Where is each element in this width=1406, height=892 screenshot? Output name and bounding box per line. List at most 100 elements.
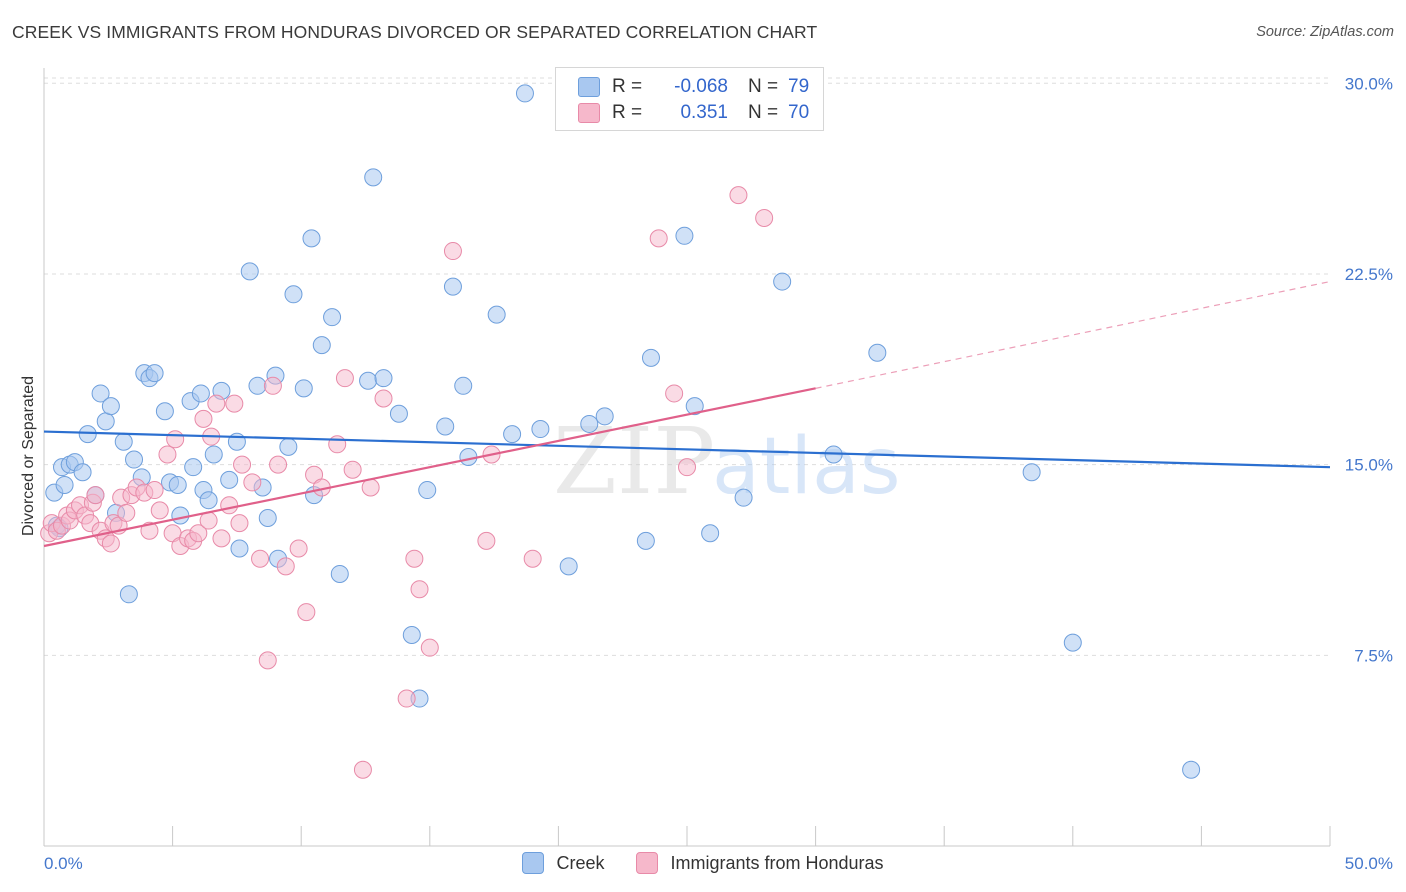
honduras-trend-line bbox=[43, 387, 816, 548]
creek-point bbox=[734, 488, 753, 507]
creek-point bbox=[1063, 633, 1082, 652]
creek-point bbox=[168, 475, 187, 494]
honduras-point bbox=[297, 603, 316, 622]
creek-point bbox=[230, 539, 249, 558]
creek-point bbox=[284, 285, 303, 304]
legend-label-creek: Creek bbox=[556, 852, 605, 873]
honduras-point bbox=[353, 760, 372, 779]
honduras-point bbox=[276, 557, 295, 576]
trend-layer bbox=[43, 280, 1331, 548]
legend-r-value: 0.351 bbox=[680, 102, 728, 123]
legend-row-honduras: R = 0.351 N = 70 bbox=[578, 101, 809, 125]
grid-layer bbox=[44, 77, 1330, 656]
creek-point bbox=[199, 491, 218, 510]
label-layer: 7.5% 15.0% 22.5% 30.0% 0.0% 50.0% Divorced or … bbox=[20, 74, 1393, 873]
creek-point bbox=[330, 564, 349, 583]
honduras-point bbox=[86, 486, 105, 505]
honduras-point bbox=[335, 369, 354, 388]
legend-item-honduras: Immigrants from Honduras bbox=[636, 852, 884, 874]
legend-r-label: R = bbox=[612, 76, 643, 97]
honduras-point bbox=[145, 481, 164, 500]
creek-point bbox=[323, 308, 342, 327]
honduras-point bbox=[649, 229, 668, 248]
y-axis-label: Divorced or Separated bbox=[20, 376, 37, 536]
creek-point bbox=[773, 272, 792, 291]
honduras-point bbox=[189, 524, 208, 543]
honduras-point bbox=[233, 455, 252, 474]
creek-point bbox=[389, 404, 408, 423]
creek-point bbox=[240, 262, 259, 281]
honduras-point bbox=[150, 501, 169, 520]
creek-point bbox=[78, 425, 97, 444]
honduras-point bbox=[397, 689, 416, 708]
creek-point bbox=[374, 369, 393, 388]
creek-point bbox=[125, 450, 144, 469]
honduras-point bbox=[243, 473, 262, 492]
creek-point bbox=[258, 509, 277, 528]
legend-n-label: N = bbox=[748, 102, 779, 123]
series-legend: Creek Immigrants from Honduras bbox=[0, 852, 1406, 874]
creek-point bbox=[220, 470, 239, 489]
creek-point bbox=[636, 531, 655, 550]
creek-point bbox=[312, 336, 331, 355]
honduras-point bbox=[158, 445, 177, 464]
creek-point bbox=[685, 397, 704, 416]
legend-n-value: 70 bbox=[788, 102, 810, 123]
creek-point bbox=[364, 168, 383, 187]
creek-point bbox=[119, 585, 138, 604]
creek-point bbox=[248, 376, 267, 395]
creek-point bbox=[145, 364, 164, 383]
creek-point bbox=[294, 379, 313, 398]
honduras-point bbox=[166, 430, 185, 449]
creek-point bbox=[96, 412, 115, 431]
honduras-point bbox=[420, 638, 439, 657]
honduras-point bbox=[665, 384, 684, 403]
legend-n-label: N = bbox=[748, 76, 779, 97]
honduras-point bbox=[477, 531, 496, 550]
creek-point bbox=[101, 397, 120, 416]
y-tick-label: 15.0% bbox=[1345, 456, 1393, 475]
creek-point bbox=[204, 445, 223, 464]
honduras-legend-swatch bbox=[636, 852, 659, 874]
stats-legend: R = -0.068 N = 79 R = 0.351 N = 70 bbox=[555, 67, 824, 131]
creek-point bbox=[595, 407, 614, 426]
x-tick-label: 50.0% bbox=[1345, 854, 1393, 873]
creek-point bbox=[1022, 463, 1041, 482]
honduras-point bbox=[251, 549, 270, 568]
honduras-swatch bbox=[578, 103, 600, 123]
creek-point bbox=[868, 343, 887, 362]
creek-point bbox=[436, 417, 455, 436]
creek-point bbox=[641, 348, 660, 367]
creek-swatch bbox=[578, 77, 600, 97]
creek-point bbox=[191, 384, 210, 403]
creek-point bbox=[515, 84, 534, 103]
creek-point bbox=[531, 420, 550, 439]
honduras-point bbox=[328, 435, 347, 454]
creek-point bbox=[359, 371, 378, 390]
honduras-point bbox=[405, 549, 424, 568]
y-tick-label: 22.5% bbox=[1345, 265, 1393, 284]
honduras-point bbox=[289, 539, 308, 558]
creek-point bbox=[487, 305, 506, 324]
creek-point bbox=[580, 414, 599, 433]
creek-point bbox=[443, 277, 462, 296]
creek-point bbox=[155, 402, 174, 421]
legend-r-value: -0.068 bbox=[674, 76, 728, 97]
creek-trend-line bbox=[43, 430, 1331, 469]
honduras-point bbox=[755, 209, 774, 228]
legend-r-label: R = bbox=[612, 102, 643, 123]
honduras-point bbox=[207, 394, 226, 413]
honduras-point bbox=[410, 580, 429, 599]
creek-legend-swatch bbox=[522, 852, 545, 874]
honduras-point bbox=[117, 503, 136, 522]
creek-point bbox=[559, 557, 578, 576]
honduras-point bbox=[443, 242, 462, 261]
creek-point bbox=[402, 625, 421, 644]
honduras-point bbox=[230, 514, 249, 533]
x-tick-label: 0.0% bbox=[44, 854, 83, 873]
creek-point bbox=[1182, 760, 1201, 779]
honduras-point bbox=[220, 496, 239, 515]
axis-layer bbox=[43, 68, 1331, 847]
creek-point bbox=[184, 458, 203, 477]
